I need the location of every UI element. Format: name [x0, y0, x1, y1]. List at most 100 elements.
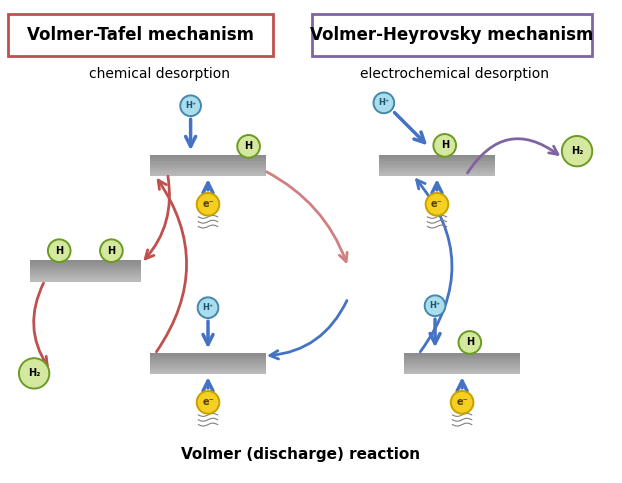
Bar: [30, 262, 141, 265]
Bar: [150, 366, 266, 368]
Bar: [379, 168, 495, 170]
Bar: [379, 157, 495, 159]
Bar: [30, 277, 141, 280]
Circle shape: [50, 241, 69, 260]
Text: Volmer-Heyrovsky mechanism: Volmer-Heyrovsky mechanism: [310, 26, 593, 44]
Circle shape: [198, 393, 218, 412]
Circle shape: [237, 135, 260, 158]
Bar: [379, 161, 495, 164]
Circle shape: [426, 297, 443, 314]
Bar: [30, 265, 141, 267]
Text: e⁻: e⁻: [456, 398, 468, 407]
Circle shape: [197, 391, 220, 414]
Bar: [150, 157, 266, 159]
Text: H⁺: H⁺: [185, 101, 197, 110]
Circle shape: [197, 193, 220, 216]
Bar: [379, 159, 495, 161]
Circle shape: [375, 94, 392, 112]
Circle shape: [452, 393, 471, 412]
Circle shape: [450, 391, 474, 414]
Bar: [30, 273, 141, 275]
Text: H: H: [440, 141, 448, 150]
Bar: [379, 166, 495, 168]
Bar: [150, 368, 266, 370]
Bar: [150, 172, 266, 174]
Circle shape: [427, 195, 447, 214]
Bar: [404, 366, 520, 368]
Bar: [404, 355, 520, 357]
Bar: [30, 269, 141, 271]
Circle shape: [435, 136, 454, 155]
Circle shape: [424, 295, 446, 316]
Bar: [150, 170, 266, 172]
Bar: [30, 280, 141, 282]
Text: H: H: [55, 246, 63, 256]
Text: Volmer-Tafel mechanism: Volmer-Tafel mechanism: [27, 26, 254, 44]
Circle shape: [373, 92, 394, 114]
FancyBboxPatch shape: [8, 14, 272, 57]
Bar: [150, 364, 266, 366]
Circle shape: [102, 241, 121, 260]
Bar: [379, 172, 495, 174]
Circle shape: [198, 195, 218, 214]
Text: H⁺: H⁺: [429, 301, 440, 310]
Text: H₂: H₂: [571, 146, 583, 156]
Circle shape: [21, 360, 48, 387]
Text: e⁻: e⁻: [431, 199, 443, 209]
Circle shape: [564, 138, 591, 165]
Bar: [379, 155, 495, 157]
Circle shape: [48, 239, 71, 262]
Text: electrochemical desorption: electrochemical desorption: [360, 67, 549, 81]
Bar: [404, 353, 520, 355]
Bar: [150, 362, 266, 364]
Bar: [404, 362, 520, 364]
Bar: [150, 168, 266, 170]
Bar: [404, 368, 520, 370]
Bar: [379, 164, 495, 166]
Bar: [30, 267, 141, 269]
Bar: [150, 166, 266, 168]
FancyBboxPatch shape: [312, 14, 592, 57]
Text: H: H: [244, 142, 253, 151]
Circle shape: [182, 97, 199, 114]
Bar: [30, 271, 141, 273]
Bar: [150, 164, 266, 166]
Bar: [404, 357, 520, 359]
Circle shape: [199, 299, 216, 316]
Circle shape: [197, 297, 219, 318]
Bar: [404, 359, 520, 362]
Bar: [404, 372, 520, 374]
Text: chemical desorption: chemical desorption: [89, 67, 230, 81]
Circle shape: [433, 134, 457, 157]
Text: H: H: [108, 246, 116, 256]
Bar: [379, 170, 495, 172]
Bar: [150, 161, 266, 164]
Bar: [379, 174, 495, 176]
Bar: [150, 174, 266, 176]
Circle shape: [19, 358, 50, 389]
Bar: [150, 370, 266, 372]
Circle shape: [425, 193, 448, 216]
Circle shape: [239, 137, 258, 156]
Text: H⁺: H⁺: [202, 303, 213, 312]
Text: H: H: [466, 338, 474, 347]
Bar: [150, 357, 266, 359]
Bar: [150, 353, 266, 355]
Circle shape: [180, 95, 202, 116]
Circle shape: [562, 136, 593, 167]
Text: Volmer (discharge) reaction: Volmer (discharge) reaction: [181, 447, 420, 462]
Bar: [30, 275, 141, 277]
Bar: [150, 159, 266, 161]
Text: e⁻: e⁻: [202, 199, 214, 209]
Bar: [404, 364, 520, 366]
Bar: [404, 370, 520, 372]
Bar: [150, 355, 266, 357]
Bar: [150, 155, 266, 157]
Circle shape: [100, 239, 123, 262]
Circle shape: [460, 333, 480, 352]
Circle shape: [458, 331, 481, 354]
Text: H⁺: H⁺: [378, 99, 389, 107]
Text: e⁻: e⁻: [202, 398, 214, 407]
Text: H₂: H₂: [28, 369, 40, 378]
Bar: [150, 359, 266, 362]
